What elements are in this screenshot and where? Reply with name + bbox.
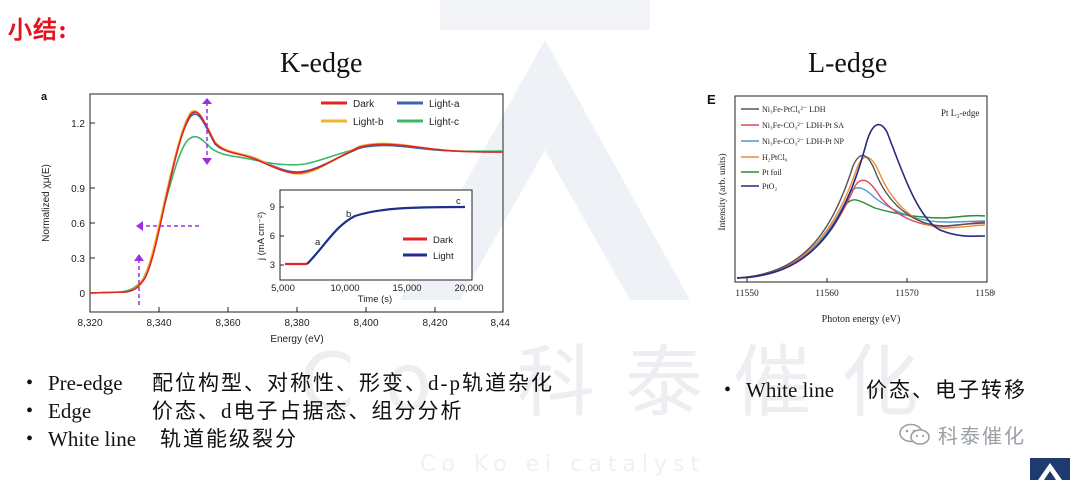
right-bullet-list: • White line 价态、电子转移 [716,376,1027,404]
k-y-ticks: 0 0.3 0.6 0.9 1.2 [71,119,95,300]
l-legend-4: Pt foil [762,168,783,177]
corner-logo-icon [1030,458,1070,480]
l-curve-h2ptcl6 [736,156,986,279]
l-y-axis-label: Intensity (arb. units) [717,153,728,230]
k-xtick-2: 8,360 [215,318,240,329]
k-xtick-3: 8,380 [284,318,309,329]
wechat-account-name: 科泰催化 [938,424,1026,448]
l-legend-2: Ni₃Fe-CO₃²⁻ LDH-Pt NP [762,137,845,146]
bullet-key: White line [48,427,137,451]
k-inset-ytick-2: 9 [270,202,275,213]
bullet-key: White line [746,378,835,402]
bullet-dot-icon: • [26,428,34,450]
watermark-sub-text: Co Ko ei catalyst [420,452,706,477]
bullet-dot-icon: • [26,400,34,422]
k-inset-ytick-0: 3 [270,260,275,271]
k-xtick-0: 8,320 [77,318,102,329]
k-inset-ytick-1: 6 [270,231,275,242]
bullet-pre-edge: • Pre-edge 配位构型、对称性、形变、d-p轨道杂化 [18,369,554,397]
k-inset-label-b: b [346,209,351,220]
k-inset-legend-light: Light [433,251,454,262]
bullet-text: 价态、d电子占据态、组分分析 [152,399,464,423]
l-xtick-2: 11570 [895,289,919,299]
wechat-icon [899,423,930,445]
l-curve-ptfoil [736,199,986,279]
k-ytick-4: 1.2 [71,119,85,130]
k-x-ticks: 8,320 8,340 8,360 8,380 8,400 8,420 8,44… [77,307,510,329]
k-xtick-5: 8,420 [422,318,447,329]
l-xtick-3: 11580 [975,289,995,299]
bullet-dot-icon: • [724,379,732,401]
k-inset-y-label: j (mA cm⁻²) [256,212,267,261]
watermark-big-text: Co 科泰催化 [300,338,949,428]
left-bullet-list: • Pre-edge 配位构型、对称性、形变、d-p轨道杂化 • Edge 价态、d… [18,369,554,453]
k-purple-arrowheads [134,98,212,261]
l-legend-5: PtO₂ [762,182,777,191]
bullet-edge: • Edge 价态、d电子占据态、组分分析 [18,397,554,425]
k-edge-heading: K-edge [280,48,363,79]
l-curve-pt-np [736,187,986,279]
bullet-text: 价态、电子转移 [866,378,1027,402]
k-inset-label-a: a [315,237,321,248]
k-inset-x-label: Time (s) [358,294,392,305]
bullet-white-line-right: • White line 价态、电子转移 [716,376,1027,404]
k-ytick-1: 0.3 [71,254,85,265]
k-legend: Dark Light-a Light-b Light-c [321,99,460,128]
l-edge-chart: E Pt L₃-edge 11550 11560 11570 11580 Pho… [707,92,995,325]
slide-title: 小结: [8,15,68,44]
l-legend-0: Ni₃Fe-PtCl₆²⁻ LDH [762,105,826,114]
bullet-white-line: • White line 轨道能级裂分 [18,425,554,453]
bullet-text: 轨道能级裂分 [160,427,298,451]
l-curve-pt-sa [736,179,986,279]
k-legend-dark: Dark [353,99,375,110]
k-ytick-2: 0.6 [71,219,85,230]
l-legend-1: Ni₃Fe-CO₃²⁻ LDH-Pt SA [762,121,844,130]
k-purple-annotations [138,102,208,306]
k-ytick-3: 0.9 [71,184,85,195]
k-legend-light-a: Light-a [429,99,460,110]
l-curve-pto2 [736,123,986,279]
bullet-text: 配位构型、对称性、形变、d-p轨道杂化 [152,371,554,395]
k-y-axis-label: Normalized χμ(E) [41,164,52,242]
k-legend-light-c: Light-c [429,117,459,128]
bullet-key: Pre-edge [48,371,123,395]
k-inset-xtick-3: 20,000 [454,283,483,294]
bullet-dot-icon: • [26,372,34,394]
k-inset-legend-dark: Dark [433,235,453,246]
k-inset-xtick-1: 10,000 [330,283,359,294]
l-edge-heading: L-edge [808,48,888,79]
k-inset-chart: 3 6 9 5,000 10,000 15,000 20,000 Time (s… [256,189,484,305]
k-curve-light-b [89,110,504,294]
bullet-key: Edge [48,399,92,423]
l-edge-label: Pt L₃-edge [941,108,979,118]
k-curve-dark [89,111,504,294]
l-legend-3: H₂PtCl₆ [762,153,788,162]
l-xtick-1: 11560 [815,289,839,299]
k-inset-frame [279,189,473,281]
k-inset-xtick-0: 5,000 [271,283,295,294]
k-panel-letter: a [41,91,48,103]
k-x-axis-label: Energy (eV) [270,334,323,345]
k-legend-light-b: Light-b [353,117,384,128]
k-xtick-6: 8,440 [490,318,510,329]
k-inset-curve-light [306,205,466,265]
wechat-watermark: 科泰催化 [898,420,1026,449]
l-plot-frame [734,95,988,283]
k-inset-label-c: c [456,196,461,207]
l-xtick-0: 11550 [735,289,759,299]
k-inset-xtick-2: 15,000 [392,283,421,294]
k-xtick-1: 8,340 [146,318,171,329]
k-ytick-0: 0 [79,289,85,300]
l-panel-letter: E [707,92,716,107]
k-xtick-4: 8,400 [353,318,378,329]
l-x-axis-label: Photon energy (eV) [822,314,901,325]
l-curve-ptcl6-ldh [736,154,986,279]
k-edge-chart: a 0 0.3 0.6 0.9 1.2 8,320 8,340 8,360 8,… [41,91,510,345]
